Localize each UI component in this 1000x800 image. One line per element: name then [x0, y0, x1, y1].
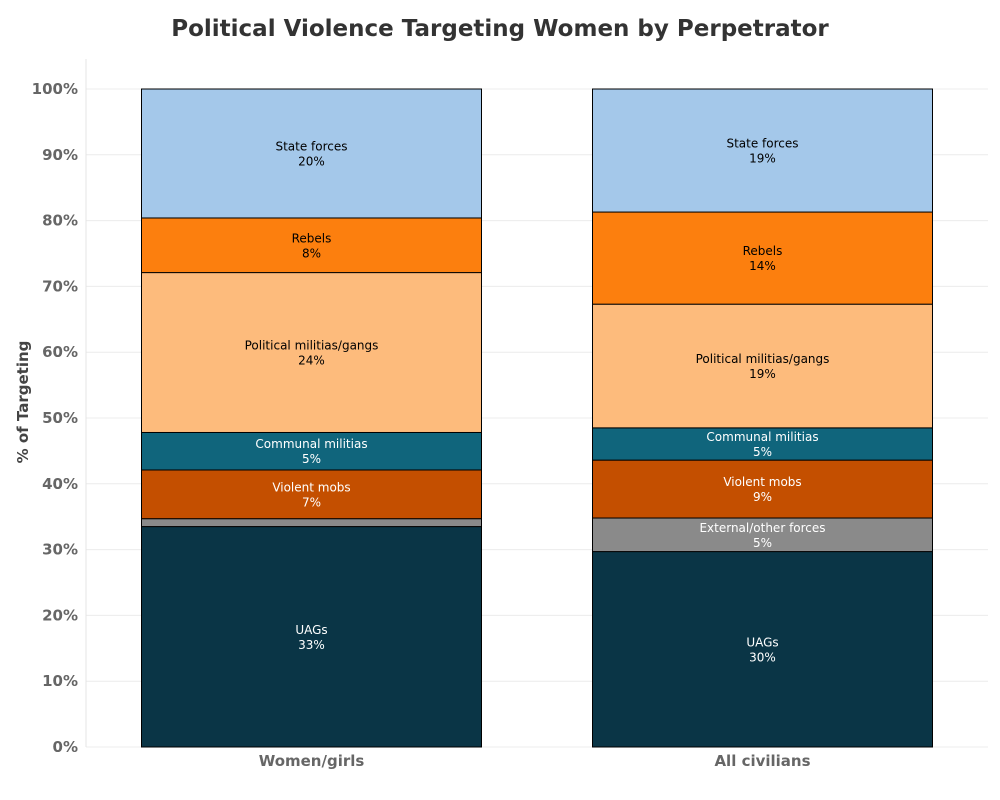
y-tick-label: 90%	[42, 146, 78, 164]
segment-value-label: 5%	[753, 445, 772, 459]
bar-segment	[141, 431, 482, 471]
x-category-label: Women/girls	[259, 752, 365, 770]
segment-series-label: Violent mobs	[723, 475, 801, 489]
bar-segment	[141, 88, 482, 219]
segment-value-label: 9%	[753, 490, 772, 504]
segment-value-label: 8%	[302, 246, 321, 260]
segment-value-label: 5%	[753, 536, 772, 550]
segment-series-label: External/other forces	[699, 521, 825, 535]
segment-value-label: 24%	[298, 354, 325, 368]
bar-segment	[141, 217, 482, 274]
segment-value-label: 7%	[302, 495, 321, 509]
segment-series-label: Rebels	[292, 231, 332, 245]
bar-segment	[141, 526, 482, 748]
segment-series-label: Political militias/gangs	[245, 339, 379, 353]
y-tick-label: 20%	[42, 606, 78, 624]
segment-series-label: Political militias/gangs	[696, 352, 830, 366]
segment-value-label: 19%	[749, 367, 776, 381]
bar-segment	[592, 551, 933, 748]
segment-series-label: Rebels	[743, 244, 783, 258]
bar-segment	[141, 272, 482, 433]
segment-series-label: UAGs	[295, 623, 327, 637]
bar-segment	[592, 427, 933, 461]
x-category-label: All civilians	[714, 752, 810, 770]
segment-series-label: Communal militias	[706, 430, 818, 444]
bar-segment	[592, 88, 933, 213]
chart-title: Political Violence Targeting Women by Pe…	[171, 16, 829, 42]
y-tick-label: 70%	[42, 277, 78, 295]
segment-series-label: UAGs	[746, 635, 778, 649]
segment-value-label: 33%	[298, 638, 325, 652]
y-tick-label: 60%	[42, 343, 78, 361]
bar-segment	[592, 517, 933, 553]
bar-segment	[141, 469, 482, 520]
segment-value-label: 14%	[749, 259, 776, 273]
segment-value-label: 19%	[749, 152, 776, 166]
y-tick-label: 0%	[53, 738, 78, 756]
bar-segment	[592, 303, 933, 429]
segment-value-label: 20%	[298, 154, 325, 168]
bar-segment	[141, 518, 482, 528]
y-tick-label: 50%	[42, 409, 78, 427]
y-tick-label: 40%	[42, 475, 78, 493]
segment-value-label: 30%	[749, 650, 776, 664]
y-tick-label: 100%	[32, 80, 78, 98]
bar-segment	[592, 459, 933, 519]
segment-series-label: State forces	[726, 137, 798, 151]
y-tick-label: 10%	[42, 672, 78, 690]
segment-series-label: Communal militias	[255, 437, 367, 451]
segment-value-label: 5%	[302, 452, 321, 466]
segment-series-label: Violent mobs	[272, 480, 350, 494]
axes: % of Targeting 0% 10% 20% 30% 40% 50% 60% 70% 80…	[14, 59, 811, 770]
y-axis-title: % of Targeting	[14, 341, 32, 464]
bar-segment	[592, 211, 933, 305]
segment-series-label: State forces	[275, 139, 347, 153]
y-tick-label: 80%	[42, 212, 78, 230]
y-tick-label: 30%	[42, 541, 78, 559]
